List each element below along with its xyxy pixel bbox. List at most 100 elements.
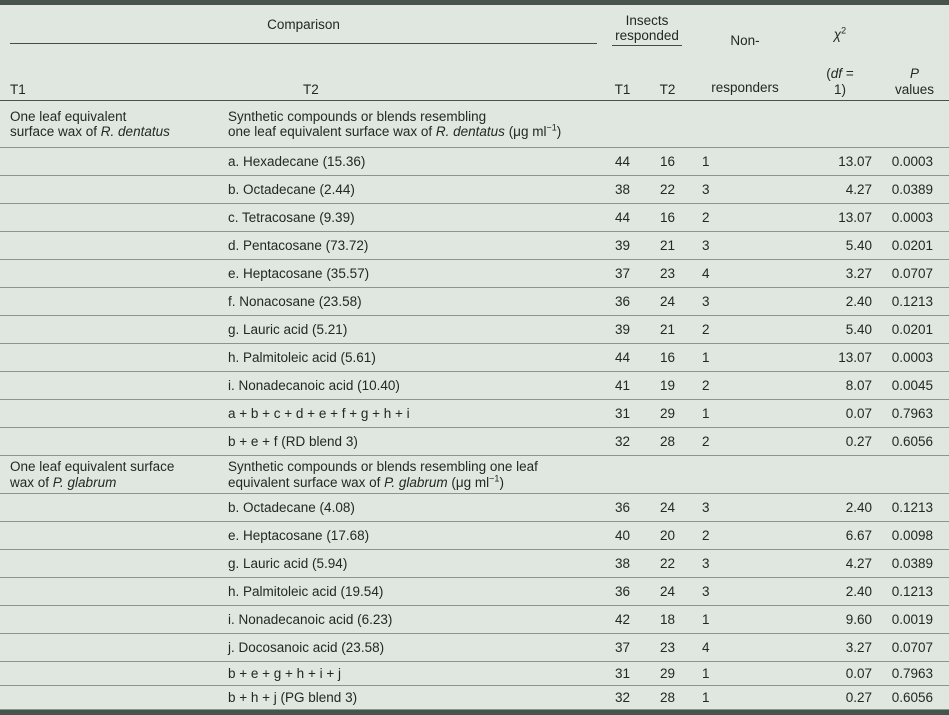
row-non-responders: 1 bbox=[702, 690, 710, 705]
row-non-responders: 2 bbox=[702, 528, 710, 543]
row-p-value: 0.0201 bbox=[891, 322, 933, 337]
row-treatment: i. Nonadecanoic acid (10.40) bbox=[228, 378, 400, 393]
row-non-responders: 1 bbox=[702, 406, 710, 421]
table-row: j. Docosanoic acid (23.58) 37 23 4 3.27 … bbox=[0, 634, 949, 662]
row-p-value: 0.0389 bbox=[891, 556, 933, 571]
row-chi-square: 8.07 bbox=[845, 378, 872, 393]
table-row: e. Heptacosane (17.68) 40 20 2 6.67 0.00… bbox=[0, 522, 949, 550]
table-row: b + h + j (PG blend 3) 32 28 1 0.27 0.60… bbox=[0, 686, 949, 710]
row-treatment: e. Heptacosane (17.68) bbox=[228, 528, 370, 543]
column-header-non-responders: Non- responders bbox=[690, 5, 800, 100]
row-chi-square: 0.27 bbox=[845, 434, 872, 449]
row-non-responders: 2 bbox=[702, 322, 710, 337]
comparison-subheader: T1 T2 bbox=[0, 80, 600, 100]
insects-responded-spanner-label: Insects responded bbox=[612, 5, 682, 46]
row-t2-responded: 20 bbox=[659, 528, 676, 543]
table-row: g. Lauric acid (5.94) 38 22 3 4.27 0.038… bbox=[0, 550, 949, 578]
row-t2-responded: 22 bbox=[659, 556, 676, 571]
section-t1-label: One leaf equivalent surface wax of R. den… bbox=[10, 108, 170, 140]
table-row: b + e + g + h + i + j 31 29 1 0.07 0.796… bbox=[0, 662, 949, 686]
table-row: d. Pentacosane (73.72) 39 21 3 5.40 0.02… bbox=[0, 232, 949, 260]
row-p-value: 0.0201 bbox=[891, 238, 933, 253]
row-p-value: 0.0003 bbox=[891, 210, 933, 225]
row-t1-responded: 44 bbox=[614, 350, 631, 365]
table-row: h. Palmitoleic acid (5.61) 44 16 1 13.07… bbox=[0, 344, 949, 372]
insects-responded-subheader: T1 T2 bbox=[600, 80, 690, 100]
row-p-value: 0.6056 bbox=[891, 434, 933, 449]
column-group-insects-responded: Insects responded T1 T2 bbox=[600, 5, 690, 100]
table-header: Comparison T1 T2 Insects responded T1 T2… bbox=[0, 5, 949, 101]
row-treatment: b + e + g + h + i + j bbox=[228, 666, 341, 681]
row-p-value: 0.1213 bbox=[891, 500, 933, 515]
row-t1-responded: 37 bbox=[614, 640, 631, 655]
row-chi-square: 2.40 bbox=[845, 584, 872, 599]
row-non-responders: 3 bbox=[702, 294, 710, 309]
row-non-responders: 4 bbox=[702, 266, 710, 281]
row-p-value: 0.0389 bbox=[891, 182, 933, 197]
section-t2-label: Synthetic compounds or blends resembling… bbox=[228, 108, 562, 140]
row-treatment: b. Octadecane (2.44) bbox=[228, 182, 355, 197]
row-t1-responded: 38 bbox=[614, 182, 631, 197]
row-t1-responded: 36 bbox=[614, 500, 631, 515]
table-row: a + b + c + d + e + f + g + h + i 31 29 … bbox=[0, 400, 949, 428]
row-treatment: b + e + f (RD blend 3) bbox=[228, 434, 358, 449]
row-t1-responded: 37 bbox=[614, 266, 631, 281]
row-p-value: 0.0707 bbox=[891, 640, 933, 655]
section-header-rdentatus: One leaf equivalent surface wax of R. den… bbox=[0, 101, 949, 148]
row-t2-responded: 18 bbox=[659, 612, 676, 627]
row-chi-square: 4.27 bbox=[845, 182, 872, 197]
row-t1-responded: 31 bbox=[614, 406, 631, 421]
row-chi-square: 13.07 bbox=[838, 154, 872, 169]
row-t1-responded: 39 bbox=[614, 322, 631, 337]
row-treatment: j. Docosanoic acid (23.58) bbox=[228, 640, 385, 655]
row-treatment: e. Heptacosane (35.57) bbox=[228, 266, 370, 281]
row-t2-responded: 29 bbox=[659, 666, 676, 681]
row-treatment: a. Hexadecane (15.36) bbox=[228, 154, 366, 169]
row-p-value: 0.1213 bbox=[891, 584, 933, 599]
table-row: h. Palmitoleic acid (19.54) 36 24 3 2.40… bbox=[0, 578, 949, 606]
row-t2-responded: 21 bbox=[659, 322, 676, 337]
column-header-t2: T2 bbox=[303, 82, 319, 97]
row-chi-square: 0.27 bbox=[845, 690, 872, 705]
row-t2-responded: 24 bbox=[659, 294, 676, 309]
row-t2-responded: 16 bbox=[659, 350, 676, 365]
table-row: i. Nonadecanoic acid (6.23) 42 18 1 9.60… bbox=[0, 606, 949, 634]
row-t1-responded: 44 bbox=[614, 154, 631, 169]
row-treatment: g. Lauric acid (5.21) bbox=[228, 322, 348, 337]
table-row: g. Lauric acid (5.21) 39 21 2 5.40 0.020… bbox=[0, 316, 949, 344]
row-treatment: f. Nonacosane (23.58) bbox=[228, 294, 362, 309]
column-header-t1: T1 bbox=[10, 82, 26, 97]
row-p-value: 0.0707 bbox=[891, 266, 933, 281]
row-non-responders: 2 bbox=[702, 378, 710, 393]
row-t2-responded: 28 bbox=[659, 690, 676, 705]
row-non-responders: 2 bbox=[702, 434, 710, 449]
row-treatment: b. Octadecane (4.08) bbox=[228, 500, 355, 515]
row-chi-square: 5.40 bbox=[845, 238, 872, 253]
table-row: e. Heptacosane (35.57) 37 23 4 3.27 0.07… bbox=[0, 260, 949, 288]
row-t2-responded: 24 bbox=[659, 500, 676, 515]
row-treatment: d. Pentacosane (73.72) bbox=[228, 238, 369, 253]
row-treatment: c. Tetracosane (9.39) bbox=[228, 210, 355, 225]
row-t1-responded: 32 bbox=[614, 434, 631, 449]
row-p-value: 0.0098 bbox=[891, 528, 933, 543]
row-chi-square: 13.07 bbox=[838, 210, 872, 225]
row-t1-responded: 42 bbox=[614, 612, 631, 627]
row-p-value: 0.7963 bbox=[891, 666, 933, 681]
row-treatment: h. Palmitoleic acid (19.54) bbox=[228, 584, 384, 599]
row-p-value: 0.0003 bbox=[891, 350, 933, 365]
table-row: i. Nonadecanoic acid (10.40) 41 19 2 8.0… bbox=[0, 372, 949, 400]
row-t2-responded: 24 bbox=[659, 584, 676, 599]
row-chi-square: 3.27 bbox=[845, 266, 872, 281]
row-chi-square: 2.40 bbox=[845, 294, 872, 309]
row-non-responders: 1 bbox=[702, 350, 710, 365]
row-treatment: a + b + c + d + e + f + g + h + i bbox=[228, 406, 410, 421]
row-non-responders: 3 bbox=[702, 584, 710, 599]
row-chi-square: 3.27 bbox=[845, 640, 872, 655]
table-row: f. Nonacosane (23.58) 36 24 3 2.40 0.121… bbox=[0, 288, 949, 316]
row-t2-responded: 21 bbox=[659, 238, 676, 253]
row-p-value: 0.0003 bbox=[891, 154, 933, 169]
row-chi-square: 5.40 bbox=[845, 322, 872, 337]
row-non-responders: 3 bbox=[702, 238, 710, 253]
